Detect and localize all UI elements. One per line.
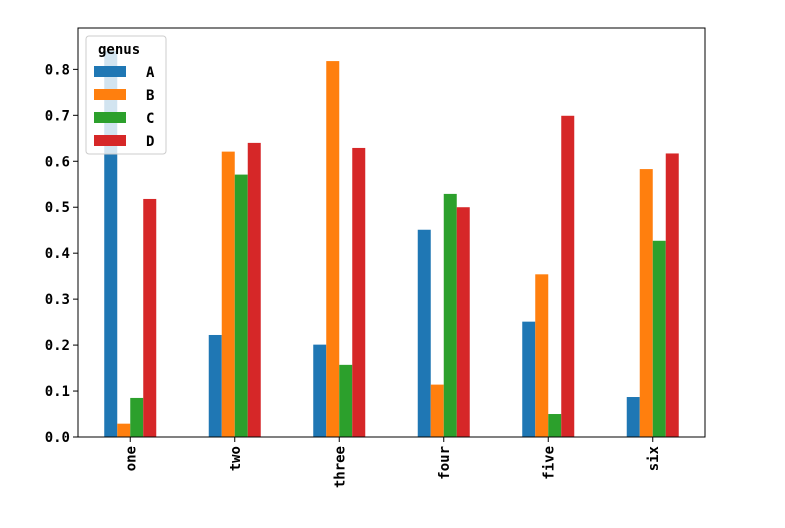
legend-label-B: B bbox=[146, 88, 154, 104]
bar-A-three bbox=[313, 344, 327, 437]
bars-layer bbox=[104, 50, 679, 438]
x-tick-label-five: five bbox=[541, 446, 557, 480]
bar-D-two bbox=[247, 142, 261, 437]
y-tick-label: 0.2 bbox=[45, 338, 70, 354]
bar-A-five bbox=[522, 321, 536, 437]
x-tick-label-four: four bbox=[437, 446, 453, 480]
legend-swatch-C bbox=[94, 112, 126, 123]
x-tick-label-three: three bbox=[332, 446, 348, 488]
y-tick-label: 0.3 bbox=[45, 292, 70, 308]
plot-frame bbox=[77, 27, 706, 438]
bar-A-two bbox=[208, 334, 222, 437]
legend-swatch-B bbox=[94, 89, 126, 100]
y-tick-label: 0.5 bbox=[45, 200, 70, 216]
bar-C-two bbox=[234, 174, 248, 438]
bar-B-three bbox=[326, 61, 340, 437]
bar-C-four bbox=[443, 193, 457, 437]
legend-swatch-D bbox=[94, 135, 126, 146]
x-tick-label-one: one bbox=[123, 446, 139, 471]
bar-B-six bbox=[639, 169, 653, 437]
bar-A-six bbox=[626, 397, 640, 437]
x-tick-label-two: two bbox=[228, 446, 244, 471]
legend-swatch-A bbox=[94, 66, 126, 77]
bar-B-five bbox=[535, 274, 549, 437]
legend-label-D: D bbox=[146, 134, 154, 150]
bar-D-one bbox=[143, 198, 157, 437]
bar-B-one bbox=[117, 423, 131, 437]
bar-D-four bbox=[456, 207, 470, 437]
y-tick-label: 0.8 bbox=[45, 62, 70, 78]
bar-D-five bbox=[561, 115, 575, 437]
x-tick-label-six: six bbox=[646, 445, 662, 471]
bar-C-five bbox=[548, 414, 562, 437]
y-tick-label: 0.4 bbox=[45, 246, 70, 262]
bar-B-four bbox=[430, 384, 444, 437]
legend-label-C: C bbox=[146, 111, 154, 127]
axes-layer: 0.0 0.1 0.2 0.3 0.4 0.5 0.6 0.7 0.8 one two three fo… bbox=[45, 27, 706, 488]
bar-D-six bbox=[665, 153, 679, 437]
y-tick-label: 0.6 bbox=[45, 154, 70, 170]
bar-D-three bbox=[352, 147, 366, 438]
legend-title: genus bbox=[98, 42, 140, 58]
y-tick-label: 0.0 bbox=[45, 430, 70, 446]
bar-B-two bbox=[221, 151, 235, 438]
y-tick-label: 0.1 bbox=[45, 384, 70, 400]
y-tick-label: 0.7 bbox=[45, 108, 70, 124]
bar-C-six bbox=[652, 240, 666, 437]
bar-C-one bbox=[130, 397, 144, 437]
bar-A-four bbox=[417, 229, 431, 437]
bar-C-three bbox=[339, 364, 353, 437]
legend-label-A: A bbox=[146, 65, 155, 81]
